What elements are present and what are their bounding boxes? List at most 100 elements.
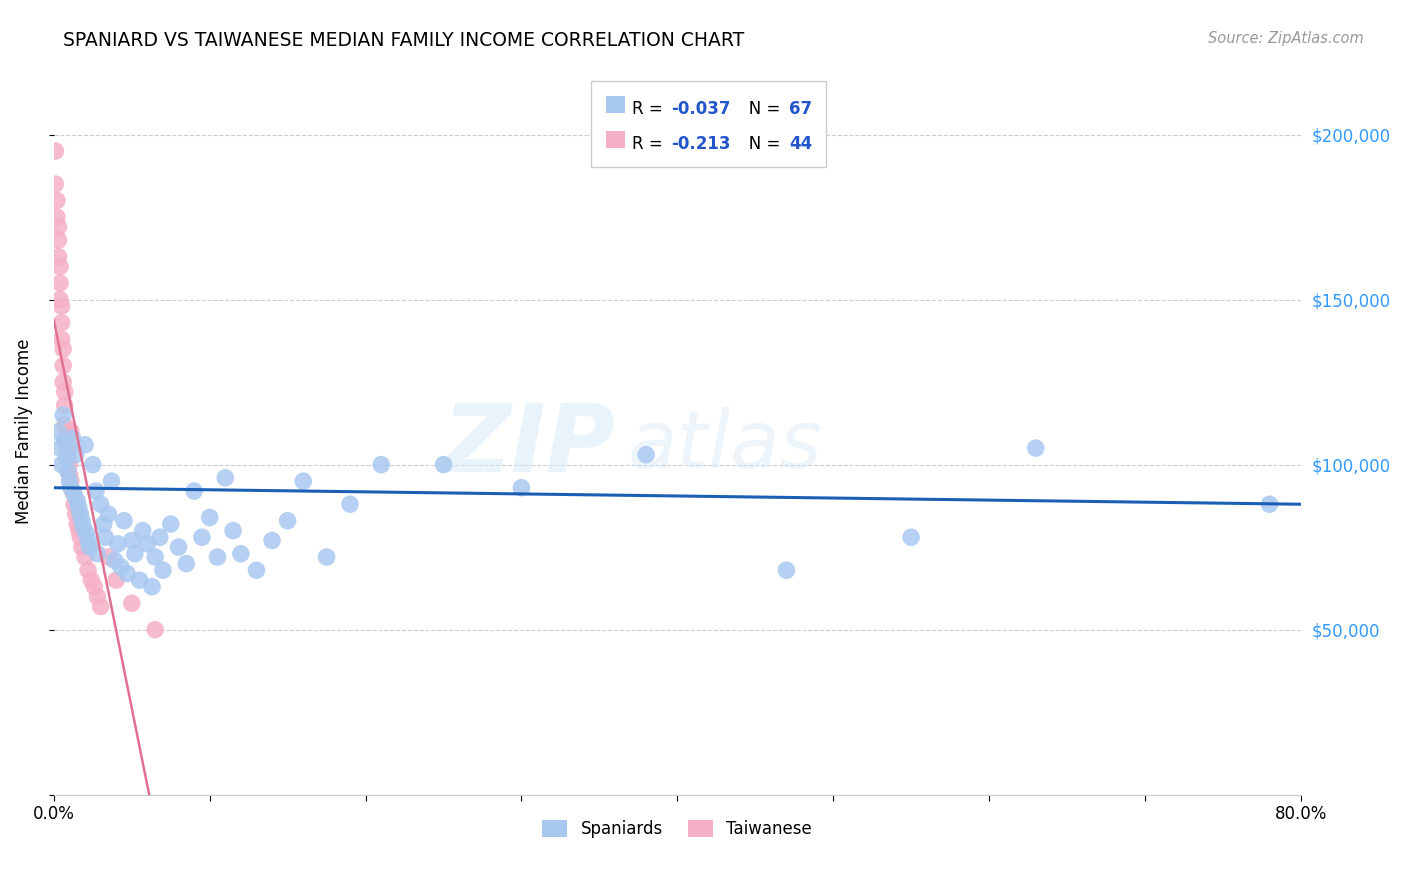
Point xyxy=(260,533,283,548)
Point xyxy=(159,516,181,531)
Point xyxy=(97,507,120,521)
Text: atlas: atlas xyxy=(627,407,823,485)
Point xyxy=(53,434,76,449)
Point xyxy=(65,448,87,462)
Point xyxy=(222,524,245,538)
Point xyxy=(143,549,166,564)
Point xyxy=(49,260,72,274)
Point xyxy=(63,497,86,511)
Point xyxy=(56,450,79,465)
Point xyxy=(70,540,93,554)
Point xyxy=(67,500,90,515)
Point xyxy=(292,474,315,488)
Point xyxy=(66,494,89,508)
Point xyxy=(55,431,77,445)
Point xyxy=(51,458,73,472)
Point xyxy=(56,464,79,478)
Point xyxy=(121,596,143,610)
Point xyxy=(46,194,69,208)
Point xyxy=(56,441,79,455)
Point xyxy=(86,590,108,604)
Point xyxy=(86,547,108,561)
Point xyxy=(110,560,132,574)
Point xyxy=(55,425,77,439)
Point xyxy=(80,573,103,587)
Point xyxy=(245,563,267,577)
Point xyxy=(143,623,166,637)
Point xyxy=(277,514,299,528)
Point xyxy=(510,481,533,495)
Point xyxy=(72,520,94,534)
Point xyxy=(112,514,135,528)
Point xyxy=(58,474,80,488)
Legend: Spaniards, Taiwanese: Spaniards, Taiwanese xyxy=(536,813,818,845)
Point xyxy=(315,549,337,564)
Point xyxy=(176,557,198,571)
Point xyxy=(136,537,159,551)
Point xyxy=(48,219,70,234)
Point xyxy=(214,471,236,485)
Point xyxy=(339,497,361,511)
Point xyxy=(104,553,127,567)
Point xyxy=(44,177,66,191)
Point xyxy=(49,276,72,290)
Point xyxy=(53,384,76,399)
Text: SPANIARD VS TAIWANESE MEDIAN FAMILY INCOME CORRELATION CHART: SPANIARD VS TAIWANESE MEDIAN FAMILY INCO… xyxy=(63,31,745,50)
Point xyxy=(77,533,100,548)
Point xyxy=(59,481,82,495)
Point xyxy=(97,549,120,564)
Point xyxy=(141,580,163,594)
Point xyxy=(51,332,73,346)
Point xyxy=(63,487,86,501)
Point xyxy=(84,483,107,498)
Point xyxy=(128,573,150,587)
Point xyxy=(636,448,658,462)
Point xyxy=(191,530,214,544)
Point xyxy=(46,210,69,224)
Point xyxy=(198,510,221,524)
Point xyxy=(207,549,229,564)
Point xyxy=(73,549,96,564)
Point xyxy=(62,431,84,445)
Point xyxy=(115,566,138,581)
Point xyxy=(432,458,454,472)
Point xyxy=(51,316,73,330)
Point xyxy=(90,599,112,614)
Point xyxy=(70,514,93,528)
Point xyxy=(79,540,101,554)
Point xyxy=(53,398,76,412)
Point xyxy=(73,438,96,452)
Point xyxy=(93,516,115,531)
Point xyxy=(51,299,73,313)
Point xyxy=(52,342,75,356)
Point xyxy=(58,458,80,472)
Point xyxy=(1258,497,1281,511)
Point xyxy=(65,507,87,521)
Point xyxy=(53,417,76,432)
Point xyxy=(152,563,174,577)
Point xyxy=(76,527,98,541)
Point xyxy=(66,516,89,531)
Point xyxy=(52,408,75,422)
Point xyxy=(55,450,77,465)
Point xyxy=(48,233,70,247)
Point xyxy=(49,293,72,307)
Point xyxy=(52,359,75,373)
Point xyxy=(90,497,112,511)
Point xyxy=(370,458,392,472)
Point xyxy=(48,250,70,264)
Point xyxy=(775,563,797,577)
Point xyxy=(67,524,90,538)
Point xyxy=(83,580,105,594)
Point xyxy=(69,530,91,544)
Point xyxy=(124,547,146,561)
Text: Source: ZipAtlas.com: Source: ZipAtlas.com xyxy=(1208,31,1364,46)
Point xyxy=(121,533,143,548)
Point xyxy=(62,483,84,498)
Point xyxy=(44,144,66,158)
Point xyxy=(1025,441,1047,455)
Point xyxy=(100,474,122,488)
Point xyxy=(183,483,205,498)
Y-axis label: Median Family Income: Median Family Income xyxy=(15,339,32,524)
Point xyxy=(229,547,252,561)
